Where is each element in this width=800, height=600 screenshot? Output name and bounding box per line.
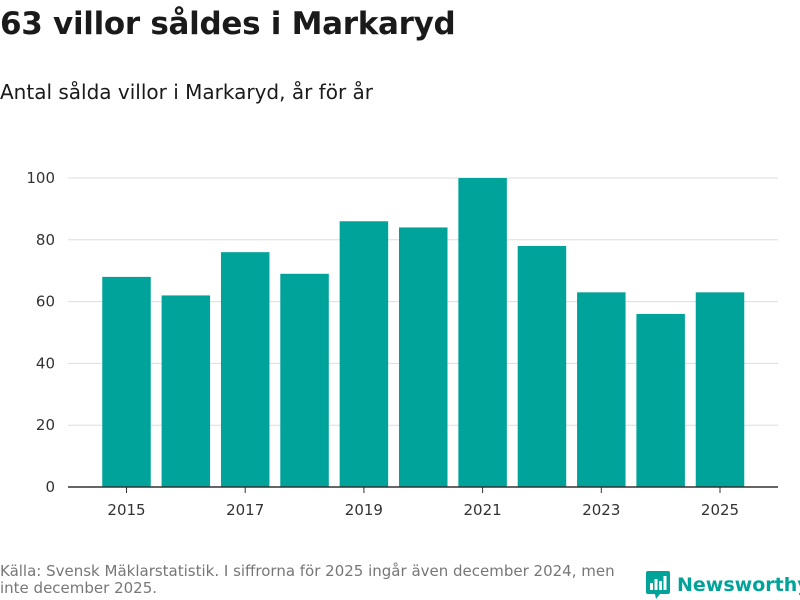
bar-2021 <box>458 178 507 487</box>
x-tick-label: 2025 <box>701 501 739 519</box>
bar-2023 <box>577 292 626 487</box>
bar-2018 <box>280 273 329 487</box>
y-tick-label: 100 <box>26 169 55 187</box>
bar-2017 <box>220 252 270 487</box>
chart-subtitle: Antal sålda villor i Markaryd, år för år <box>0 80 374 104</box>
bar-chart: 0 20 40 60 80 100 2015 2017 2019 2021 2023 2025 <box>26 169 778 519</box>
source-note: Källa: Svensk Mäklarstatistik. I siffror… <box>0 562 615 597</box>
x-tick-label: 2023 <box>582 501 620 519</box>
y-tick-label: 60 <box>36 293 55 311</box>
x-tick-label: 2015 <box>107 501 145 519</box>
x-tick-label: 2017 <box>226 501 264 519</box>
x-tick-label: 2021 <box>464 501 502 519</box>
y-tick-label: 20 <box>36 416 55 434</box>
y-tick-label: 40 <box>36 354 55 372</box>
newsworthy-logo-icon <box>646 571 670 599</box>
bar-2015 <box>102 276 151 487</box>
brand: Newsworthy <box>645 570 800 600</box>
bar-2019 <box>339 221 389 487</box>
brand-name: Newsworthy <box>677 574 800 596</box>
bars <box>102 178 745 487</box>
bar-2016 <box>161 295 211 487</box>
y-tick-label: 0 <box>45 478 55 496</box>
bar-2020 <box>399 227 448 487</box>
x-tick-label: 2019 <box>345 501 383 519</box>
chart-title: 63 villor såldes i Markaryd <box>0 6 456 42</box>
bar-2022 <box>517 245 567 487</box>
bar-2025 <box>695 292 745 487</box>
axes: 0 20 40 60 80 100 2015 2017 2019 2021 2023 2025 <box>26 169 778 519</box>
bar-2024 <box>636 313 685 487</box>
y-tick-label: 80 <box>36 231 55 249</box>
